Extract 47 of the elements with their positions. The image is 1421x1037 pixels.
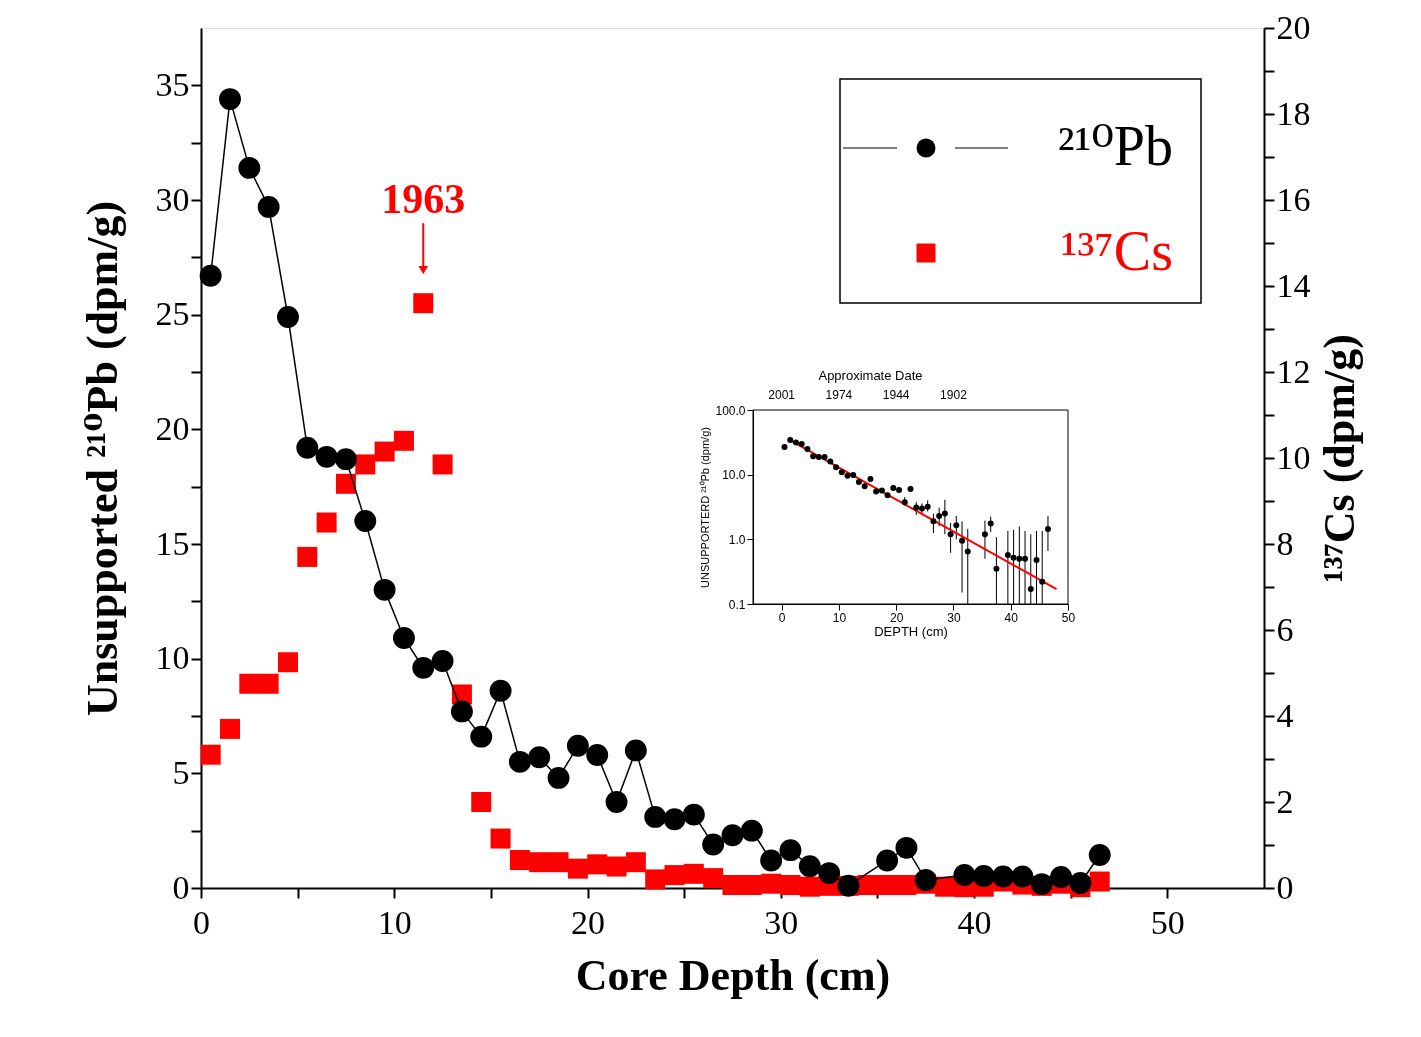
y-tick-label: 20 (155, 409, 190, 447)
x-tick-label: 40 (1004, 610, 1019, 625)
y2-tick-label: 18 (1276, 94, 1311, 132)
y-tick-label: 25 (155, 295, 190, 333)
y2-tick-label: 8 (1276, 524, 1294, 562)
y2-tick-label: 6 (1276, 610, 1294, 648)
y-tick-label: 0 (172, 868, 190, 906)
y2-tick-label: 20 (1276, 8, 1311, 46)
x-tick-label: 30 (764, 903, 799, 941)
y-tick-label: 10 (155, 639, 190, 677)
annotation: Approximate Date (818, 368, 923, 383)
x-axis-title: DEPTH (cm) (874, 623, 948, 639)
y2-tick-label: 10 (1276, 438, 1311, 476)
y-tick-label: 5 (172, 753, 190, 791)
annotation: 1902 (940, 388, 968, 402)
x-tick-label: 20 (571, 903, 606, 941)
y2-axis-title: ¹³⁷Cs (dpm/g) (1314, 334, 1364, 583)
y-tick-label: 0.1 (728, 597, 746, 612)
legend-label: ²¹⁰Pb (1057, 115, 1173, 177)
x-tick-label: 50 (1061, 610, 1076, 625)
y2-tick-label: 2 (1276, 782, 1294, 820)
x-tick-label: 20 (890, 610, 904, 625)
annotation: 1963 (381, 176, 466, 223)
annotation: 1944 (882, 388, 910, 402)
x-tick-label: 10 (377, 903, 412, 941)
x-axis-title: Core Depth (cm) (575, 950, 891, 1000)
y-tick-label: 10.0 (722, 468, 746, 483)
x-tick-label: 30 (947, 610, 961, 625)
y-tick-label: 100.0 (715, 403, 746, 418)
annotation: 1974 (825, 388, 853, 402)
y-tick-label: 35 (155, 65, 190, 103)
y-tick-label: 1.0 (728, 532, 746, 547)
y2-tick-label: 16 (1276, 180, 1311, 218)
y2-tick-label: 14 (1276, 266, 1311, 304)
y-axis-title: Unsupported ²¹⁰Pb (dpm/g) (77, 200, 127, 717)
y2-tick-label: 12 (1276, 352, 1311, 390)
y-axis-title: UNSUPPORTERD ²¹⁰Pb (dpm/g) (699, 427, 712, 588)
legend-label: ¹³⁷Cs (1060, 220, 1173, 282)
x-tick-label: 0 (778, 610, 786, 625)
x-tick-label: 50 (1150, 903, 1185, 941)
annotation: 2001 (768, 388, 796, 402)
x-tick-label: 40 (957, 903, 992, 941)
y2-tick-label: 4 (1276, 696, 1294, 734)
y-tick-label: 30 (155, 180, 190, 218)
x-tick-label: 10 (832, 610, 847, 625)
y2-tick-label: 0 (1276, 868, 1294, 906)
y-tick-label: 15 (155, 524, 190, 562)
